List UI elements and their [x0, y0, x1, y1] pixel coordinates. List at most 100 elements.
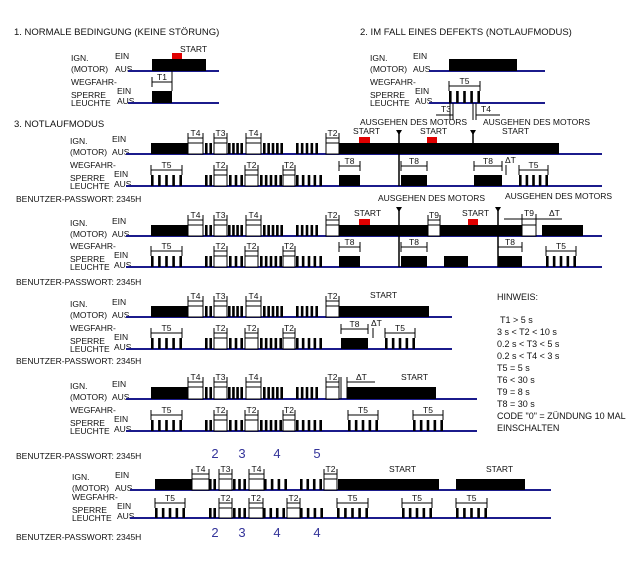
timing-label-t2: T2	[221, 493, 231, 503]
blink-bar	[305, 387, 309, 399]
blink-bar	[260, 256, 263, 267]
signal-high-block	[339, 175, 360, 186]
signal-gap-pulse	[213, 386, 228, 400]
blink-bar	[470, 508, 473, 518]
blink-bar	[449, 91, 452, 103]
ign-ein-label: EIN	[112, 134, 126, 144]
blink-bar	[263, 387, 266, 399]
blink-bar	[264, 479, 267, 490]
blink-bar	[300, 306, 304, 317]
blink-bar	[354, 420, 358, 431]
ign-label: IGN.	[70, 299, 87, 309]
blink-bar	[274, 175, 278, 186]
timing-label-t9: T9	[524, 208, 534, 218]
blink-bar	[267, 387, 270, 399]
blink-bar	[313, 420, 317, 431]
blink-bar	[391, 338, 395, 349]
blink-bar	[236, 306, 239, 317]
blink-bar	[179, 256, 182, 267]
timing-label-t5: T5	[165, 493, 175, 503]
timing-label-t2: T2	[216, 160, 226, 170]
ign-label: IGN.	[70, 136, 87, 146]
blink-bar	[229, 420, 232, 431]
signal-gap-pulse	[248, 478, 265, 491]
blink-bar	[240, 256, 243, 267]
timing-label-t8: T8	[409, 237, 419, 247]
ign-label: IGN.	[72, 472, 89, 482]
signal-gap-pulse	[187, 386, 204, 400]
signal-gap-pulse	[286, 507, 301, 519]
blink-bar	[315, 143, 318, 154]
blink-bar	[310, 225, 314, 236]
timing-label-t2: T2	[247, 405, 257, 415]
note-line: T8 = 30 s	[497, 399, 535, 409]
timing-label-t4: T4	[481, 104, 491, 114]
blink-bar	[277, 479, 281, 490]
start-marker	[468, 219, 478, 225]
timing-label-t2: T2	[216, 241, 226, 251]
blink-bar	[229, 338, 232, 349]
timing-label-t8: T8	[345, 156, 355, 166]
blink-bar	[264, 175, 268, 186]
timing-label-t4: T4	[196, 464, 206, 474]
timing-label-t9: T9	[429, 210, 439, 220]
ign-aus-label: AUS	[112, 392, 130, 402]
wegfahr-label: WEGFAHR-	[70, 323, 116, 333]
blink-bar	[306, 508, 310, 518]
signal-gap-pulse	[213, 305, 228, 318]
blink-bar	[238, 479, 241, 490]
blink-bar	[422, 508, 426, 518]
timing-label-t4: T4	[191, 210, 201, 220]
signal-high-block	[339, 306, 429, 317]
blink-bar	[300, 225, 304, 236]
sequence-digit-top: 2	[211, 446, 218, 461]
password-label: BENUTZER-PASSWORT: 2345H	[16, 194, 141, 204]
blink-bar	[280, 387, 283, 399]
blink-bar	[236, 143, 239, 154]
start-marker	[359, 137, 370, 143]
blink-bar	[463, 91, 466, 103]
lamp-aus-label: AUS	[117, 511, 135, 521]
blink-bar	[275, 508, 279, 518]
ign-ein-label: EIN	[112, 297, 126, 307]
blink-bar	[296, 387, 299, 399]
blink-bar	[301, 420, 305, 431]
timing-label-t2: T2	[289, 493, 299, 503]
signal-gap-pulse	[187, 142, 204, 155]
motor-label: (MOTOR)	[70, 147, 107, 157]
wegfahr-label: WEGFAHR-	[72, 492, 118, 502]
blink-bar	[233, 479, 236, 490]
timing-label-t2: T2	[216, 323, 226, 333]
blink-bar	[205, 225, 208, 236]
blink-bar	[313, 338, 317, 349]
blink-bar	[429, 508, 432, 518]
signal-high-block	[474, 175, 502, 186]
timing-label-t2: T2	[284, 323, 294, 333]
blink-bar	[205, 306, 208, 317]
ign-aus-label: AUS	[115, 64, 133, 74]
timing-label-dt: ΔT	[505, 155, 516, 165]
blink-bar	[284, 479, 287, 490]
sequence-digit-bottom: 3	[238, 525, 245, 540]
blink-bar	[267, 225, 270, 236]
blink-bar	[279, 420, 282, 431]
blink-bar	[276, 387, 279, 399]
blink-bar	[398, 338, 402, 349]
blink-bar	[232, 143, 235, 154]
signal-high-block	[456, 479, 525, 490]
signal-gap-pulse	[245, 224, 262, 237]
timing-label-t3: T3	[221, 464, 231, 474]
lamp-aus-label: AUS	[415, 96, 433, 106]
signal-high-block	[151, 387, 188, 399]
blink-bar	[229, 175, 232, 186]
blink-bar	[300, 387, 304, 399]
blink-bar	[532, 175, 535, 186]
engine-off-label: AUSGEHEN DES MOTORS	[483, 117, 590, 127]
motor-label: (MOTOR)	[72, 483, 109, 493]
blink-bar	[158, 420, 161, 431]
timing-label-t5: T5	[412, 493, 422, 503]
motor-label: (MOTOR)	[70, 229, 107, 239]
blink-bar	[310, 143, 314, 154]
blink-bar	[456, 91, 459, 103]
blink-bar	[236, 387, 239, 399]
